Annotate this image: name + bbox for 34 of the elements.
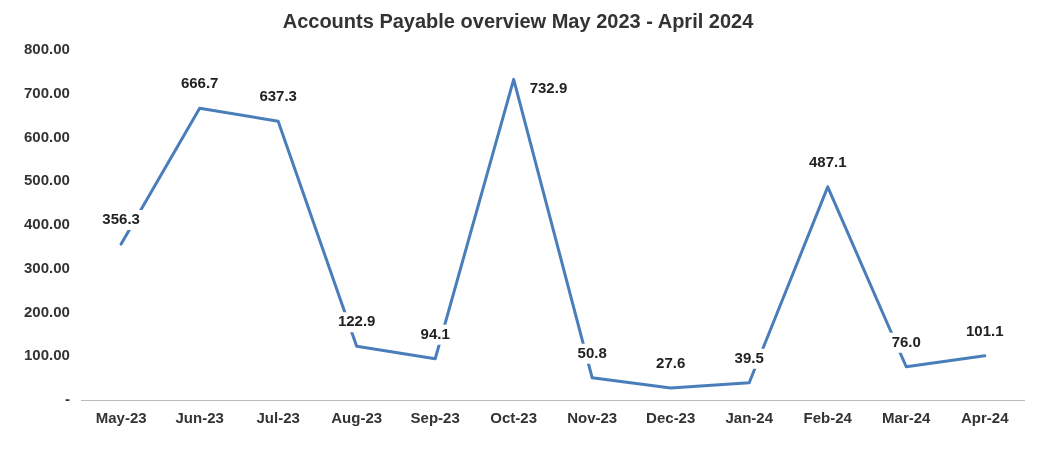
data-label: 666.7 bbox=[180, 74, 219, 92]
y-tick-label: 300.00 bbox=[23, 258, 70, 276]
x-tick-label: Jan-24 bbox=[725, 409, 774, 427]
x-tick-label: Sep-23 bbox=[410, 409, 460, 427]
y-tick-label: 600.00 bbox=[23, 127, 70, 145]
x-tick-label: Dec-23 bbox=[646, 409, 696, 427]
data-label: 122.9 bbox=[337, 312, 376, 330]
y-tick-label: 500.00 bbox=[23, 171, 70, 189]
x-tick-label: Apr-24 bbox=[960, 409, 1010, 427]
data-label: 27.6 bbox=[656, 354, 686, 372]
x-tick-label: Jul-23 bbox=[256, 409, 300, 427]
y-tick-label: 800.00 bbox=[23, 40, 70, 58]
x-tick-label: Nov-23 bbox=[567, 409, 618, 427]
x-tick-label: Jun-23 bbox=[175, 409, 224, 427]
x-tick-label: Oct-23 bbox=[490, 409, 538, 427]
data-label: 101.1 bbox=[965, 321, 1004, 339]
y-tick-label: 700.00 bbox=[23, 83, 70, 101]
x-tick-label: May-23 bbox=[95, 409, 147, 427]
data-label: 487.1 bbox=[808, 153, 847, 171]
y-tick-label: 200.00 bbox=[23, 302, 70, 320]
data-label: 732.9 bbox=[529, 79, 568, 97]
data-label: 94.1 bbox=[420, 324, 450, 342]
y-tick-label: 400.00 bbox=[23, 215, 70, 233]
data-label: 356.3 bbox=[102, 210, 140, 228]
y-tick-label: - bbox=[64, 390, 70, 408]
x-tick-label: Feb-24 bbox=[803, 409, 853, 427]
data-label: 637.3 bbox=[259, 87, 297, 105]
data-label: 39.5 bbox=[734, 348, 764, 366]
y-tick-label: 100.00 bbox=[23, 346, 70, 364]
data-label: 76.0 bbox=[891, 332, 921, 350]
x-tick-label: Aug-23 bbox=[331, 409, 383, 427]
data-label: 50.8 bbox=[577, 343, 607, 361]
x-tick-label: Mar-24 bbox=[882, 409, 932, 427]
chart-title: Accounts Payable overview May 2023 - April 2024 bbox=[282, 9, 755, 32]
